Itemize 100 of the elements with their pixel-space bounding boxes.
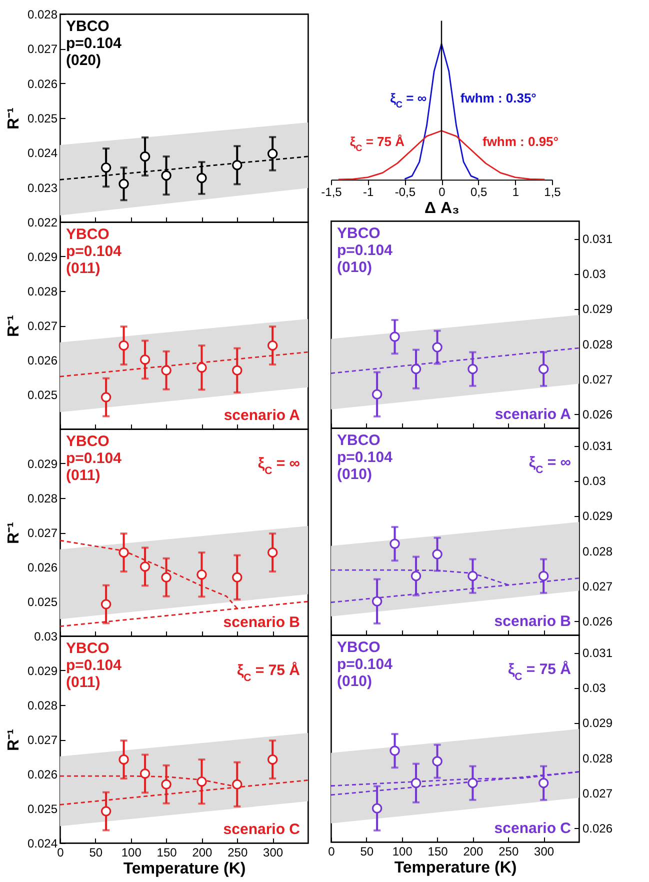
x-tick-label: 1: [512, 185, 520, 200]
x-tick-label: 150: [428, 844, 448, 858]
annotation: p=0.104: [66, 450, 122, 467]
annotation: ξ$_{C}$ = ∞: [528, 454, 572, 476]
annotation: ξ$_{C}$ = ∞: [258, 455, 300, 477]
y2-tick-label: 0.031: [582, 232, 613, 246]
annotation: scenario B: [494, 613, 572, 630]
y-tick-label: 0.027: [27, 733, 58, 747]
y2-tick-label: 0.031: [582, 646, 613, 660]
x-tick-label: -1: [362, 185, 374, 200]
x-tick-label: 0: [328, 844, 336, 858]
y2-tick-label: 0.028: [582, 751, 613, 766]
x-tick-label: 100: [121, 846, 142, 860]
x-tick-label: 300: [263, 846, 284, 860]
annotation: p=0.104: [337, 656, 394, 673]
annotation: (010): [337, 259, 372, 276]
y-axis-title: R⁻¹: [5, 522, 22, 544]
y-tick-label: 0.028: [27, 8, 58, 22]
annotation: YBCO: [66, 226, 110, 243]
y2-tick-label: 0.03: [582, 681, 606, 696]
x-tick-label: 1,5: [544, 185, 562, 200]
y-tick-label: 0.028: [27, 698, 58, 712]
annotation: ξ$_{C}$ = 75 Å: [508, 660, 572, 683]
y-axis-title: R⁻¹: [5, 729, 22, 751]
y2-tick-label: 0.026: [582, 407, 613, 422]
y-tick-label: 0.025: [27, 802, 58, 816]
annotation: p=0.104: [66, 35, 122, 52]
annotation: p=0.104: [337, 242, 394, 259]
y-tick-label: 0.028: [27, 284, 58, 298]
annotation: ξ$_{C}$ = 75 Å: [236, 661, 300, 684]
y2-tick-label: 0.029: [582, 302, 613, 316]
y-tick-label: 0.025: [27, 595, 58, 609]
y-tick-label: 0.026: [27, 354, 58, 368]
y-tick-label: 0.025: [27, 388, 58, 402]
x-axis-title: Temperature (K): [123, 860, 246, 878]
annotation: (011): [66, 467, 100, 484]
y-tick-label: 0.027: [27, 42, 58, 56]
x-tick-label: 300: [534, 844, 554, 858]
x-axis-title: Δ A₃: [424, 200, 460, 218]
y-tick-label: 0.029: [27, 250, 58, 264]
x-tick-label: -1,5: [321, 185, 342, 200]
y-tick-label: 0.027: [27, 319, 58, 333]
y-tick-label: 0.03: [34, 630, 58, 644]
x-tick-label: 200: [463, 844, 484, 858]
annotation: scenario A: [224, 407, 300, 424]
y-tick-label: 0.023: [27, 180, 58, 195]
y2-tick-label: 0.029: [582, 509, 613, 524]
y-axis-title: R⁻¹: [5, 108, 22, 130]
y2-tick-label: 0.028: [582, 337, 613, 352]
x-tick-label: 200: [192, 846, 213, 860]
annotation: p=0.104: [66, 243, 122, 260]
annotation: scenario C: [494, 820, 572, 837]
annotation: (020): [66, 52, 102, 69]
x-tick-label: 250: [228, 846, 248, 860]
annotation: scenario B: [223, 614, 300, 631]
x-tick-label: 100: [392, 844, 413, 858]
y-axis-title: R⁻¹: [5, 315, 22, 337]
y-tick-label: 0.026: [27, 76, 58, 91]
x-tick-label: 50: [360, 844, 374, 858]
x-tick-label: 0,5: [470, 185, 488, 200]
y-tick-label: 0.024: [27, 836, 58, 850]
y-tick-label: 0.022: [27, 216, 58, 230]
x-tick-label: 50: [89, 846, 103, 860]
x-axis-title: Temperature (K): [394, 860, 517, 876]
y2-tick-label: 0.03: [582, 267, 606, 282]
y-tick-label: 0.024: [27, 146, 58, 160]
x-tick-label: 250: [498, 844, 519, 858]
y-tick-label: 0.029: [27, 457, 58, 471]
annotation: YBCO: [66, 18, 110, 35]
annotation: YBCO: [337, 225, 381, 242]
y-tick-label: 0.029: [27, 664, 58, 678]
y-tick-label: 0.027: [27, 526, 58, 540]
y2-tick-label: 0.027: [582, 786, 613, 800]
x-tick-label: 0: [438, 185, 446, 200]
x-tick-label: -0,5: [394, 185, 416, 200]
y-tick-label: 0.026: [27, 768, 58, 782]
y-tick-label: 0.028: [27, 492, 58, 506]
y2-tick-label: 0.027: [582, 372, 613, 386]
annotation: fwhm : 0.95°: [482, 134, 558, 150]
annotation: YBCO: [66, 433, 110, 450]
annotation: YBCO: [66, 640, 110, 657]
y-tick-label: 0.025: [27, 112, 58, 126]
y2-tick-label: 0.029: [582, 716, 613, 730]
x-tick-label: 150: [156, 846, 178, 860]
annotation: fwhm : 0.35°: [460, 90, 536, 106]
annotation: (011): [66, 260, 100, 277]
annotation: p=0.104: [337, 449, 394, 466]
annotation: scenario A: [494, 406, 572, 423]
x-tick-label: 0: [57, 846, 64, 860]
annotation: YBCO: [337, 432, 381, 449]
y2-tick-label: 0.026: [582, 821, 613, 836]
annotation: p=0.104: [66, 657, 122, 674]
y2-tick-label: 0.026: [582, 614, 613, 628]
annotation: (010): [337, 673, 372, 690]
annotation: ξ$_{C}$ = ∞: [390, 90, 427, 110]
annotation: (011): [66, 674, 100, 691]
annotation: ξ$_{C}$ = 75 Å: [350, 134, 406, 154]
annotation: scenario C: [223, 821, 300, 838]
y2-tick-label: 0.027: [582, 579, 613, 594]
y2-tick-label: 0.03: [582, 474, 606, 488]
